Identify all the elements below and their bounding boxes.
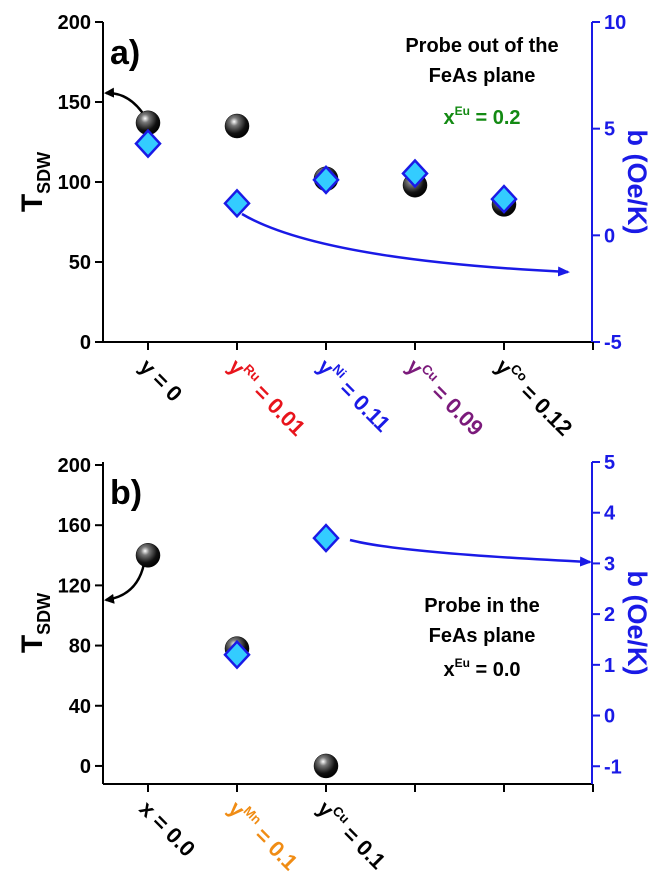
arrow [241,212,570,277]
sphere-point [224,113,250,139]
y-tick-label: 40 [69,696,91,718]
y-tick-label: 0 [80,332,91,354]
rich-label: yRu = 0.01 [223,353,311,441]
diamond-point [223,639,251,670]
y-tick-label: 160 [58,515,91,537]
diamond-point [490,184,518,214]
label-rest: = 0.09 [423,375,489,441]
y-axis-title: TSDW [16,152,54,212]
y-tick-label: 120 [58,575,91,597]
label-rest: = 0.1 [246,818,303,875]
label-sup: Eu [455,656,470,670]
y2-axis-title: b (Oe/K) [622,130,652,235]
y2-tick-label: -1 [604,756,622,778]
y2-tick-label: 2 [604,604,615,626]
y2-tick-label: 0 [604,225,615,247]
diamond-point [223,188,251,219]
rich-label: yMn = 0.1 [223,795,304,876]
y2-tick-label: 10 [604,12,626,34]
y-tick-label: 50 [69,252,91,274]
diamond-point [134,128,162,159]
rich-label: xEu = 0.2 [443,104,520,129]
y2-tick-label: 3 [604,553,615,575]
y-axis-title: TSDW [16,593,54,653]
y-axis-title-sub: SDW [34,152,54,194]
label-rest: = 0.01 [245,375,311,441]
y-tick-label: 200 [58,12,91,34]
label-rest: = 0.12 [512,375,578,441]
x-tick-label: x = 0.0 [134,796,200,862]
y-axis-title-main: T [16,194,49,212]
y2-tick-label: -5 [604,332,622,354]
panel-label: a) [110,34,140,72]
y2-tick-label: 5 [604,119,615,141]
diamond-point [401,158,429,189]
rich-label: xEu = 0.0 [443,656,520,681]
label-base: x [443,659,454,681]
annotation: Probe out of the [405,35,558,57]
rich-label: yCu = 0.1 [312,795,391,874]
y2-tick-label: 1 [604,655,615,677]
y-tick-label: 100 [58,172,91,194]
sphere-point [313,753,339,779]
rich-label: yCu = 0.09 [401,353,489,441]
y-tick-label: 80 [69,636,91,658]
annotation: Probe in the [424,595,540,617]
y-tick-label: 200 [58,455,91,477]
annotation: FeAs plane [429,625,536,647]
rich-label: yNi = 0.11 [312,353,396,437]
y2-tick-label: 4 [604,503,616,525]
diamond-point [312,523,340,553]
arrow [349,538,592,567]
annotation: FeAs plane [429,65,536,87]
y-tick-label: 0 [80,756,91,778]
panel-label: b) [110,474,142,512]
sphere-point [135,543,161,568]
label-rest: = 0.11 [330,372,395,437]
y-axis-title-sub: SDW [34,593,54,635]
y2-axis-title: b (Oe/K) [622,571,652,676]
diamond-point [312,165,340,195]
y-tick-label: 150 [58,92,91,114]
x-tick-label: y = 0 [134,354,187,407]
label-sup: Eu [455,104,470,118]
arrow [104,557,147,604]
label-rest: = 0.0 [470,659,521,681]
y-axis-title-main: T [16,635,49,653]
label-rest: = 0.2 [470,107,521,129]
label-rest: = 0.1 [334,817,391,874]
rich-label: yCo = 0.12 [490,353,578,441]
label-base: x [443,107,454,129]
y2-tick-label: 5 [604,452,615,474]
y2-tick-label: 0 [604,706,615,728]
